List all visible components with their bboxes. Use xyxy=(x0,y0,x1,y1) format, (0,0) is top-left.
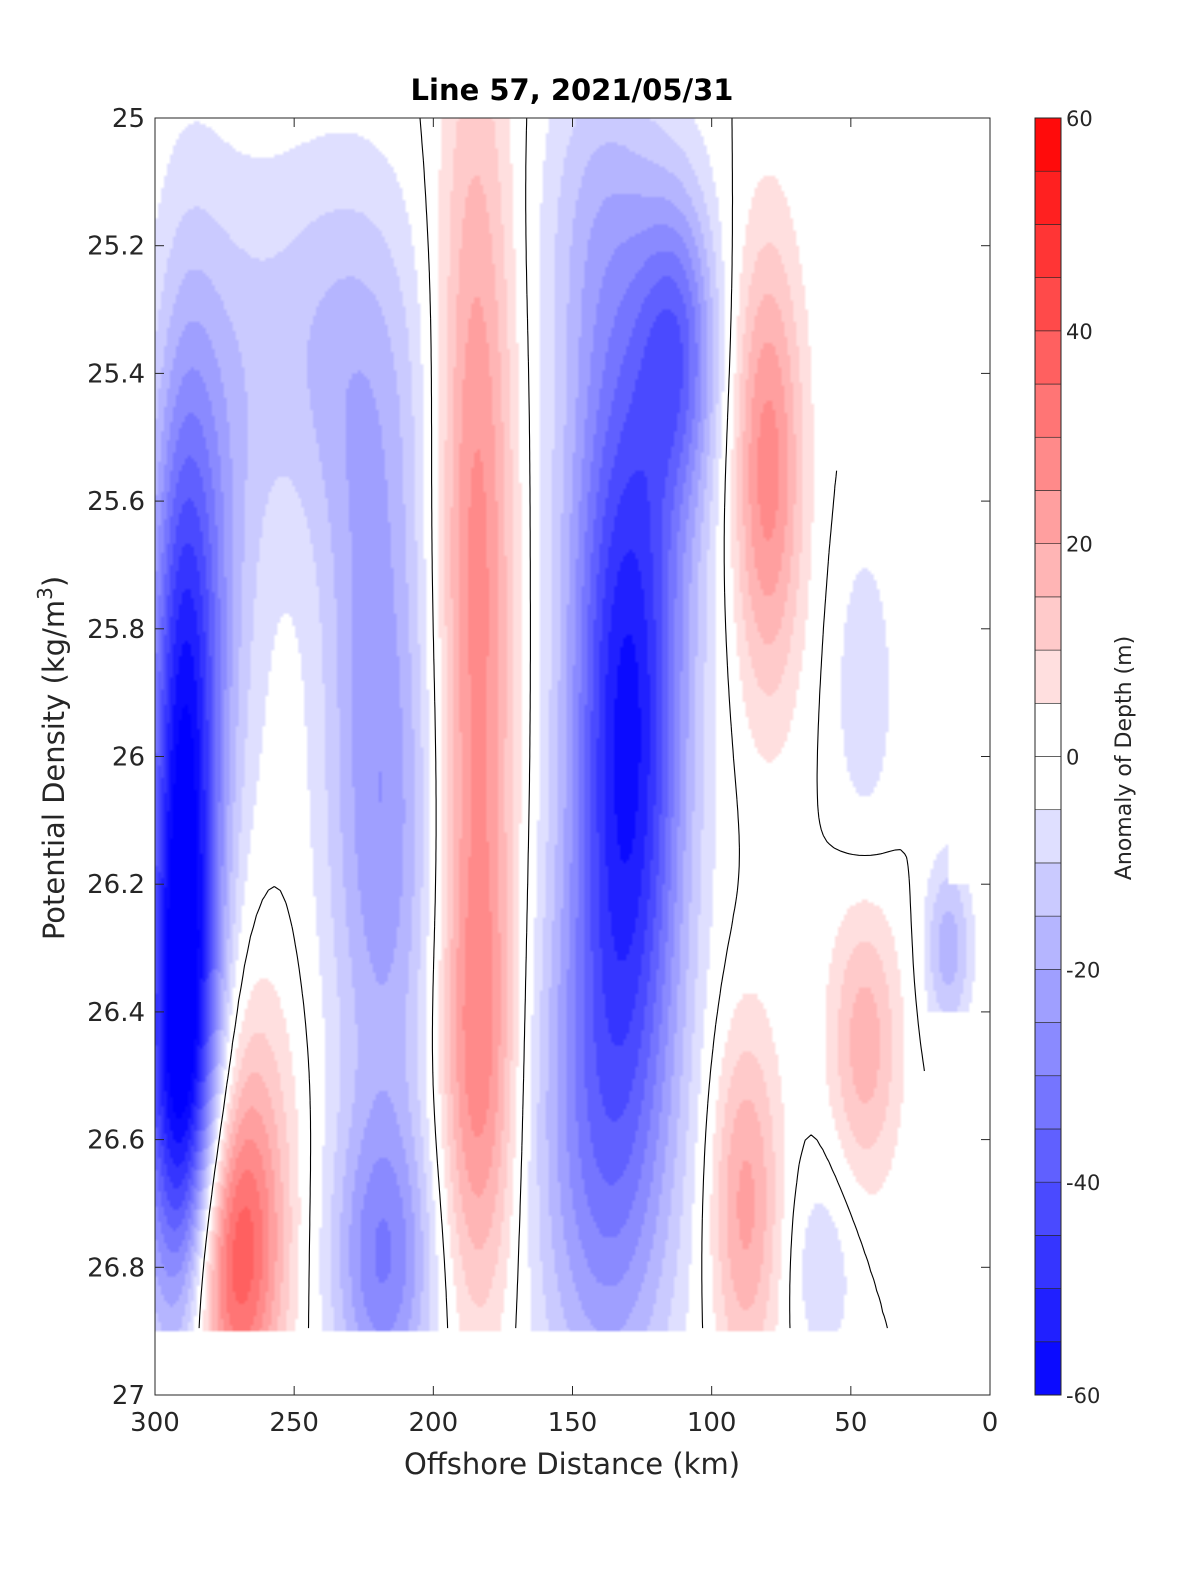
y-tick-label: 26 xyxy=(112,743,145,773)
colorbar-tick-label: -40 xyxy=(1066,1171,1100,1195)
colorbar-band xyxy=(1034,330,1062,385)
y-tick-label: 26.8 xyxy=(87,1253,145,1283)
x-tick-label: 250 xyxy=(269,1408,319,1438)
colorbar-band xyxy=(1034,1075,1062,1130)
colorbar-band xyxy=(1034,436,1062,491)
x-tick-label: 0 xyxy=(982,1408,999,1438)
x-tick-label: 300 xyxy=(130,1408,180,1438)
zero-contour xyxy=(198,118,925,1329)
colorbar-label: Anomaly of Depth (m) xyxy=(1112,636,1137,880)
colorbar-band xyxy=(1034,1235,1062,1289)
colorbar-band xyxy=(1034,596,1062,651)
colorbar-band xyxy=(1034,1288,1062,1343)
colorbar-band xyxy=(1034,383,1062,438)
colorbar-band xyxy=(1034,1128,1062,1183)
colorbar-tick-label: -20 xyxy=(1066,958,1100,982)
colorbar-band xyxy=(1034,756,1062,811)
colorbar-band xyxy=(1034,862,1062,917)
x-tick-label: 50 xyxy=(834,1408,867,1438)
x-axis-label: Offshore Distance (km) xyxy=(404,1447,740,1481)
colorbar-band xyxy=(1034,915,1062,970)
colorbar-band xyxy=(1034,170,1062,225)
colorbar-band xyxy=(1034,809,1062,864)
colorbar-tick-label: 40 xyxy=(1066,320,1093,344)
x-tick-label: 200 xyxy=(409,1408,459,1438)
chart-title: Line 57, 2021/05/31 xyxy=(411,73,734,107)
colorbar-band xyxy=(1034,543,1062,598)
colorbar-band xyxy=(1034,117,1062,172)
colorbar-blocks xyxy=(1034,117,1062,1396)
y-tick-label: 25.6 xyxy=(87,487,145,517)
colorbar-tick-label: 60 xyxy=(1066,107,1093,131)
y-axis: 25 25.2 25.4 25.6 25.8 26 26.2 26.4 26.6 26.8 27 xyxy=(87,104,990,1411)
x-tick-label: 100 xyxy=(687,1408,737,1438)
colorbar: 60 40 20 0 -20 -40 -60 Anomaly of Depth (m) xyxy=(1034,107,1137,1408)
plot-area xyxy=(154,117,991,1396)
x-axis: 300 250 200 150 100 50 0 xyxy=(130,118,998,1438)
y-tick-label: 26.4 xyxy=(87,998,145,1028)
y-tick-label: 25 xyxy=(112,104,145,134)
colorbar-ticks: 60 40 20 0 -20 -40 -60 xyxy=(1066,107,1100,1408)
y-tick-label: 26.2 xyxy=(87,870,145,900)
x-tick-label: 150 xyxy=(548,1408,598,1438)
y-tick-label: 25.2 xyxy=(87,232,145,262)
colorbar-tick-label: 20 xyxy=(1066,533,1093,557)
colorbar-band xyxy=(1034,702,1062,757)
colorbar-band xyxy=(1034,969,1062,1023)
colorbar-tick-label: 0 xyxy=(1066,746,1079,770)
colorbar-band xyxy=(1034,649,1062,704)
y-tick-label: 26.6 xyxy=(87,1126,145,1156)
colorbar-tick-label: -60 xyxy=(1066,1384,1100,1408)
anomaly-heatmap xyxy=(155,118,990,1395)
colorbar-band xyxy=(1034,1181,1062,1236)
colorbar-frame xyxy=(1034,117,1062,1396)
y-tick-label: 25.4 xyxy=(87,359,145,389)
colorbar-band xyxy=(1034,277,1062,332)
y-tick-label: 27 xyxy=(112,1381,145,1411)
colorbar-band xyxy=(1034,490,1062,544)
colorbar-band xyxy=(1034,1341,1062,1396)
colorbar-band xyxy=(1034,224,1062,278)
zero-contour-lines xyxy=(198,118,925,1329)
y-tick-label: 25.8 xyxy=(87,615,145,645)
colorbar-band xyxy=(1034,1022,1062,1077)
y-axis-label: Potential Density (kg/m3) xyxy=(33,576,71,940)
